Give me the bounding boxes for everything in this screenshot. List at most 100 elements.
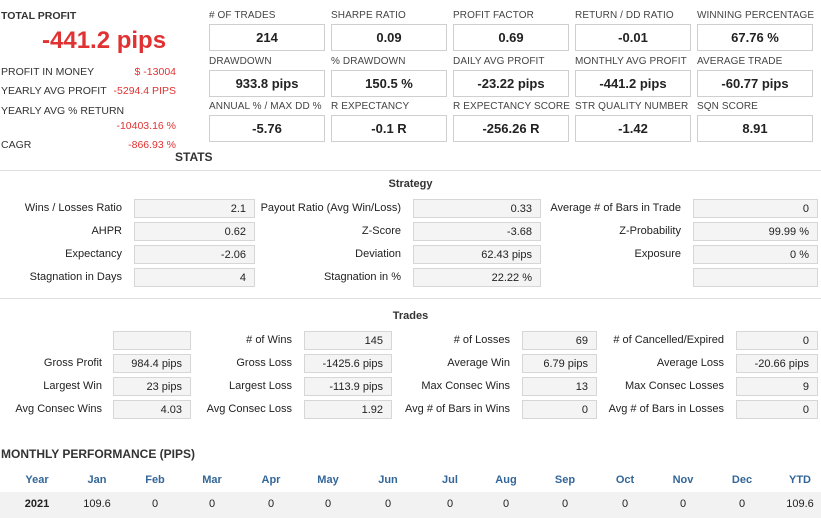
monthly-header: Aug (495, 474, 517, 486)
monthly-header: May (317, 474, 339, 486)
metric-card-value: -0.01 (575, 24, 691, 51)
metric-card-value: 214 (209, 24, 325, 51)
monthly-header: YTD (789, 474, 811, 486)
total-profit-label: TOTAL PROFIT (1, 10, 77, 22)
strategy-value: 0.62 (134, 222, 255, 241)
divider (0, 170, 821, 171)
metric-card-value: -60.77 pips (697, 70, 813, 97)
metric-card-value: -5.76 (209, 115, 325, 142)
metric-card: DRAWDOWN 933.8 pips (209, 56, 325, 97)
trades-value: 0 (736, 331, 818, 350)
trades-label: Average Win (447, 357, 510, 369)
metric-card-label: % DRAWDOWN (331, 56, 406, 67)
trades-label: # of Losses (453, 334, 510, 346)
trades-label: Gross Profit (43, 357, 102, 369)
metric-card: ANNUAL % / MAX DD % -5.76 (209, 101, 325, 142)
metric-card-label: WINNING PERCENTAGE (697, 10, 815, 21)
trades-label: # of Cancelled/Expired (613, 334, 724, 346)
metric-card-value: 150.5 % (331, 70, 447, 97)
metric-card-value: 8.91 (697, 115, 813, 142)
monthly-cell: 0 (446, 498, 454, 510)
monthly-row-bg (0, 492, 821, 518)
monthly-header: Feb (145, 474, 165, 486)
monthly-header: Year (25, 474, 49, 486)
trades-value: 145 (304, 331, 392, 350)
trades-value: 69 (522, 331, 597, 350)
strategy-value: 4 (134, 268, 255, 287)
monthly-cell: 0 (151, 498, 159, 510)
metric-card-label: PROFIT FACTOR (453, 10, 534, 21)
metric-card: SQN SCORE 8.91 (697, 101, 813, 142)
strategy-label: Wins / Losses Ratio (24, 202, 122, 214)
monthly-cell: 109.6 (786, 498, 814, 510)
strategy-label: Stagnation in % (323, 271, 401, 283)
trades-value: 6.79 pips (522, 354, 597, 373)
monthly-header: Jan (87, 474, 107, 486)
trades-value: 0 (522, 400, 597, 419)
yearly-avg-return-label: YEARLY AVG % RETURN (1, 105, 125, 117)
trades-value: -20.66 pips (736, 354, 818, 373)
metric-card-value: -1.42 (575, 115, 691, 142)
monthly-header: Jun (378, 474, 398, 486)
monthly-cell: 0 (738, 498, 746, 510)
monthly-cell: 0 (267, 498, 275, 510)
monthly-header: Nov (672, 474, 694, 486)
metric-card-value: -441.2 pips (575, 70, 691, 97)
trades-label: Max Consec Wins (421, 380, 510, 392)
metric-card-value: -0.1 R (331, 115, 447, 142)
strategy-label: Z-Probability (619, 225, 681, 237)
trades-label: Avg Consec Loss (206, 403, 292, 415)
trades-value: 13 (522, 377, 597, 396)
monthly-header: Sep (554, 474, 576, 486)
monthly-header: Dec (731, 474, 753, 486)
monthly-cell: 109.6 (83, 498, 111, 510)
cagr-label: CAGR (1, 139, 32, 151)
metric-card: SHARPE RATIO 0.09 (331, 10, 447, 51)
metric-card-value: 67.76 % (697, 24, 813, 51)
metric-card: AVERAGE TRADE -60.77 pips (697, 56, 813, 97)
monthly-cell: 0 (384, 498, 392, 510)
trades-title: Trades (392, 310, 429, 322)
trades-label: Avg # of Bars in Wins (405, 403, 510, 415)
trades-label: Largest Win (43, 380, 102, 392)
trades-label: Gross Loss (236, 357, 292, 369)
profit-in-money-label: PROFIT IN MONEY (1, 66, 95, 78)
metric-card-label: AVERAGE TRADE (697, 56, 783, 67)
trades-value: 9 (736, 377, 818, 396)
strategy-label: Stagnation in Days (29, 271, 122, 283)
yearly-avg-return-value: -10403.16 % (116, 120, 176, 132)
metric-card-label: R EXPECTANCY (331, 101, 410, 112)
metric-card: R EXPECTANCY SCORE -256.26 R (453, 101, 570, 142)
monthly-cell: 0 (679, 498, 687, 510)
metric-card-label: RETURN / DD RATIO (575, 10, 674, 21)
trades-label: Average Loss (656, 357, 724, 369)
cagr-value: -866.93 % (128, 139, 176, 151)
metric-card-label: # OF TRADES (209, 10, 276, 21)
trades-value: 4.03 (113, 400, 191, 419)
monthly-cell: 0 (502, 498, 510, 510)
stats-title: STATS (175, 150, 213, 164)
strategy-label: Average # of Bars in Trade (550, 202, 681, 214)
strategy-value: 99.99 % (693, 222, 818, 241)
monthly-cell: 2021 (24, 498, 50, 510)
trades-label: Max Consec Losses (624, 380, 724, 392)
strategy-value: 2.1 (134, 199, 255, 218)
monthly-header: Jul (442, 474, 458, 486)
strategy-value: 62.43 pips (413, 245, 541, 264)
metric-card: # OF TRADES 214 (209, 10, 325, 51)
monthly-cell: 0 (561, 498, 569, 510)
metric-card-value: 0.09 (331, 24, 447, 51)
strategy-label: Expectancy (65, 248, 122, 260)
trades-value (113, 331, 191, 350)
monthly-header: Apr (261, 474, 281, 486)
monthly-header: Oct (615, 474, 635, 486)
trades-label: Largest Loss (229, 380, 292, 392)
monthly-cell: 0 (324, 498, 332, 510)
strategy-value: 0.33 (413, 199, 541, 218)
metric-card-label: ANNUAL % / MAX DD % (209, 101, 322, 112)
strategy-value: -3.68 (413, 222, 541, 241)
total-profit-value: -441.2 pips (42, 27, 167, 54)
strategy-value: -2.06 (134, 245, 255, 264)
metric-card-label: DRAWDOWN (209, 56, 272, 67)
trades-value: -1425.6 pips (304, 354, 392, 373)
